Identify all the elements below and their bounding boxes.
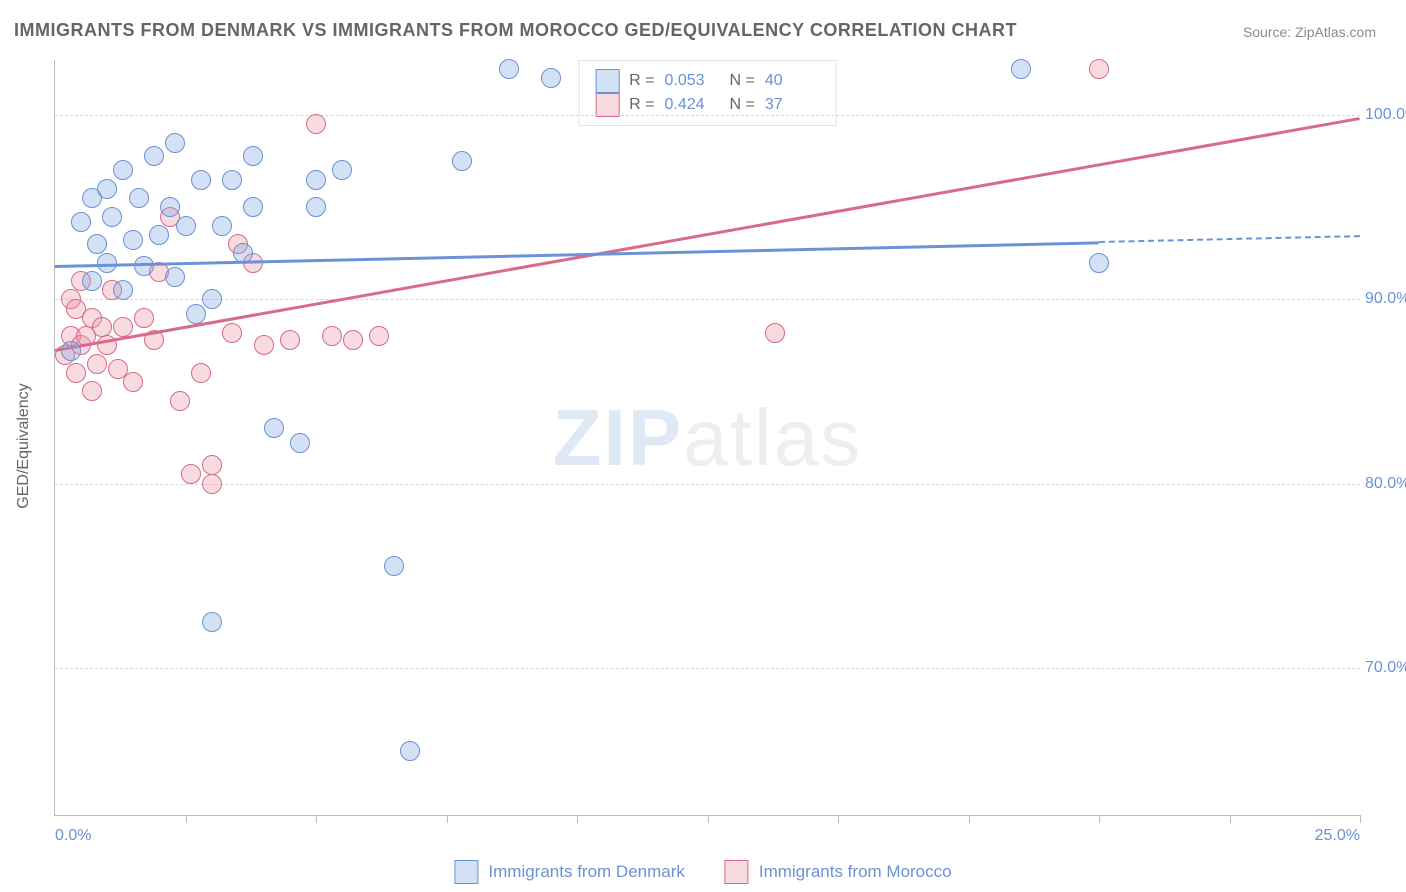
data-point-denmark: [541, 68, 561, 88]
data-point-morocco: [113, 317, 133, 337]
data-point-denmark: [1011, 59, 1031, 79]
data-point-morocco: [765, 323, 785, 343]
gridline: [55, 484, 1360, 485]
data-point-denmark: [306, 197, 326, 217]
legend-stats-row-denmark: R = 0.053 N = 40: [595, 69, 820, 93]
data-point-morocco: [202, 474, 222, 494]
data-point-denmark: [165, 133, 185, 153]
data-point-denmark: [97, 179, 117, 199]
x-tick: [186, 815, 187, 823]
swatch-denmark-icon: [454, 860, 478, 884]
y-tick-label: 80.0%: [1365, 475, 1406, 493]
data-point-denmark: [452, 151, 472, 171]
data-point-denmark: [290, 433, 310, 453]
data-point-denmark: [102, 207, 122, 227]
gridline: [55, 115, 1360, 116]
data-point-morocco: [280, 330, 300, 350]
legend-stats-row-morocco: R = 0.424 N = 37: [595, 93, 820, 117]
x-tick: [1230, 815, 1231, 823]
data-point-denmark: [129, 188, 149, 208]
data-point-denmark: [149, 225, 169, 245]
x-tick: [969, 815, 970, 823]
data-point-denmark: [264, 418, 284, 438]
data-point-denmark: [144, 146, 164, 166]
data-point-denmark: [191, 170, 211, 190]
y-tick-label: 100.0%: [1365, 106, 1406, 124]
x-tick-label: 0.0%: [55, 827, 91, 845]
data-point-denmark: [332, 160, 352, 180]
data-point-morocco: [134, 308, 154, 328]
data-point-denmark: [306, 170, 326, 190]
watermark: ZIPatlas: [553, 392, 862, 484]
legend-item-morocco: Immigrants from Morocco: [725, 860, 952, 884]
data-point-morocco: [87, 354, 107, 374]
data-point-denmark: [400, 741, 420, 761]
data-point-denmark: [82, 271, 102, 291]
y-axis-label: GED/Equivalency: [15, 383, 33, 508]
data-point-denmark: [202, 289, 222, 309]
data-point-denmark: [87, 234, 107, 254]
data-point-denmark: [212, 216, 232, 236]
data-point-morocco: [1089, 59, 1109, 79]
data-point-denmark: [160, 197, 180, 217]
data-point-morocco: [170, 391, 190, 411]
data-point-morocco: [181, 464, 201, 484]
swatch-morocco-icon: [725, 860, 749, 884]
legend-label-denmark: Immigrants from Denmark: [488, 862, 684, 882]
data-point-morocco: [222, 323, 242, 343]
data-point-morocco: [369, 326, 389, 346]
y-tick-label: 70.0%: [1365, 659, 1406, 677]
data-point-denmark: [165, 267, 185, 287]
trend-line-denmark: [55, 241, 1099, 268]
data-point-denmark: [222, 170, 242, 190]
x-tick: [447, 815, 448, 823]
data-point-denmark: [134, 256, 154, 276]
gridline: [55, 668, 1360, 669]
data-point-denmark: [97, 253, 117, 273]
data-point-denmark: [499, 59, 519, 79]
x-tick-label: 25.0%: [1315, 827, 1360, 845]
data-point-denmark: [243, 146, 263, 166]
x-tick: [577, 815, 578, 823]
data-point-denmark: [123, 230, 143, 250]
trend-line-denmark: [1099, 235, 1360, 243]
swatch-morocco: [595, 93, 619, 117]
x-tick: [708, 815, 709, 823]
legend-label-morocco: Immigrants from Morocco: [759, 862, 952, 882]
legend-item-denmark: Immigrants from Denmark: [454, 860, 684, 884]
gridline: [55, 299, 1360, 300]
x-tick: [838, 815, 839, 823]
x-tick: [1099, 815, 1100, 823]
data-point-morocco: [92, 317, 112, 337]
data-point-denmark: [243, 197, 263, 217]
data-point-morocco: [82, 381, 102, 401]
x-tick: [316, 815, 317, 823]
x-tick: [1360, 815, 1361, 823]
source-label: Source: ZipAtlas.com: [1243, 24, 1376, 40]
data-point-morocco: [66, 363, 86, 383]
data-point-denmark: [61, 341, 81, 361]
data-point-denmark: [71, 212, 91, 232]
data-point-morocco: [343, 330, 363, 350]
legend-bottom: Immigrants from Denmark Immigrants from …: [454, 860, 951, 884]
data-point-morocco: [202, 455, 222, 475]
data-point-morocco: [322, 326, 342, 346]
swatch-denmark: [595, 69, 619, 93]
data-point-denmark: [113, 280, 133, 300]
data-point-morocco: [191, 363, 211, 383]
data-point-denmark: [186, 304, 206, 324]
chart-title: IMMIGRANTS FROM DENMARK VS IMMIGRANTS FR…: [14, 20, 1017, 41]
data-point-denmark: [113, 160, 133, 180]
data-point-denmark: [176, 216, 196, 236]
data-point-morocco: [306, 114, 326, 134]
data-point-denmark: [1089, 253, 1109, 273]
data-point-morocco: [123, 372, 143, 392]
data-point-denmark: [202, 612, 222, 632]
data-point-morocco: [254, 335, 274, 355]
data-point-denmark: [384, 556, 404, 576]
plot-area: ZIPatlas R = 0.053 N = 40 R = 0.424 N = …: [54, 60, 1360, 816]
y-tick-label: 90.0%: [1365, 290, 1406, 308]
